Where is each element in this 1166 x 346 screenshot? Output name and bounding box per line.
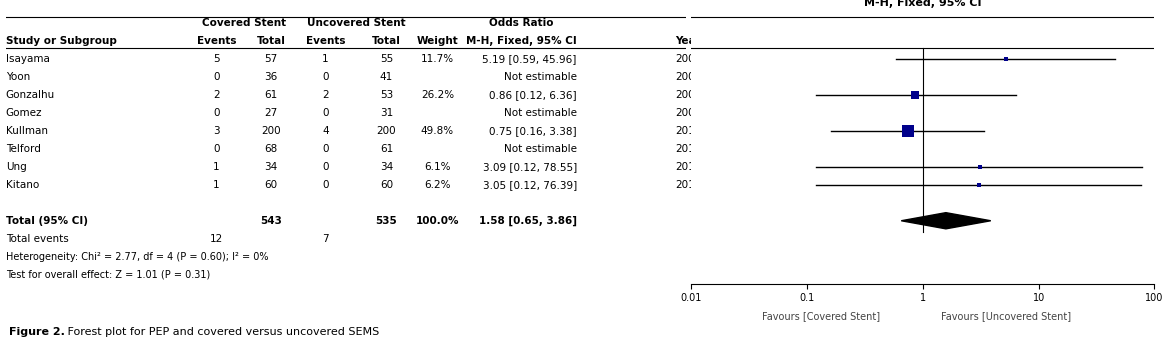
Text: Weight: Weight — [416, 36, 458, 46]
Text: Gonzalhu: Gonzalhu — [6, 90, 55, 100]
Text: 0: 0 — [213, 144, 220, 154]
Text: 0: 0 — [322, 144, 329, 154]
Text: 0.86 [0.12, 6.36]: 0.86 [0.12, 6.36] — [490, 90, 577, 100]
Text: M-H, Fixed, 95% CI: M-H, Fixed, 95% CI — [864, 0, 982, 8]
Text: Odds Ratio: Odds Ratio — [489, 18, 553, 28]
Text: 68: 68 — [265, 144, 278, 154]
Text: 0: 0 — [322, 72, 329, 82]
Text: 0: 0 — [322, 180, 329, 190]
Text: 2006: 2006 — [675, 72, 702, 82]
Text: 5: 5 — [213, 54, 220, 64]
Text: 200: 200 — [261, 126, 281, 136]
Text: 26.2%: 26.2% — [421, 90, 454, 100]
Text: Covered Stent: Covered Stent — [202, 18, 286, 28]
Text: 61: 61 — [380, 144, 393, 154]
Text: 200: 200 — [377, 126, 396, 136]
Text: 2009: 2009 — [675, 108, 702, 118]
Text: 3.09 [0.12, 78.55]: 3.09 [0.12, 78.55] — [483, 162, 577, 172]
Text: 57: 57 — [265, 54, 278, 64]
Text: 7: 7 — [322, 234, 329, 244]
Text: 49.8%: 49.8% — [421, 126, 454, 136]
Text: Kitano: Kitano — [6, 180, 40, 190]
Text: 2013: 2013 — [675, 180, 702, 190]
Text: 3.05 [0.12, 76.39]: 3.05 [0.12, 76.39] — [483, 180, 577, 190]
Text: Figure 2.: Figure 2. — [9, 327, 65, 337]
Text: Uncovered Stent: Uncovered Stent — [307, 18, 406, 28]
Text: 53: 53 — [380, 90, 393, 100]
Text: Year: Year — [675, 36, 701, 46]
Text: 1: 1 — [322, 54, 329, 64]
Text: Total: Total — [372, 36, 401, 46]
Text: 0: 0 — [213, 108, 220, 118]
Text: M-H, Fixed, 95% CI: M-H, Fixed, 95% CI — [466, 36, 577, 46]
Text: 34: 34 — [265, 162, 278, 172]
Text: Gomez: Gomez — [6, 108, 42, 118]
Text: 41: 41 — [380, 72, 393, 82]
Text: 2013: 2013 — [675, 162, 702, 172]
Text: 1: 1 — [213, 162, 220, 172]
Text: Events: Events — [305, 36, 345, 46]
Text: 2008: 2008 — [675, 90, 702, 100]
Text: 2010: 2010 — [675, 126, 702, 136]
Text: 2004: 2004 — [675, 54, 702, 64]
Text: 3: 3 — [213, 126, 220, 136]
Text: 6.2%: 6.2% — [424, 180, 451, 190]
Text: 34: 34 — [380, 162, 393, 172]
Text: 61: 61 — [265, 90, 278, 100]
Text: Total events: Total events — [6, 234, 69, 244]
Text: 0.75 [0.16, 3.38]: 0.75 [0.16, 3.38] — [490, 126, 577, 136]
Text: 55: 55 — [380, 54, 393, 64]
Text: Total (95% CI): Total (95% CI) — [6, 216, 87, 226]
Text: 535: 535 — [375, 216, 398, 226]
Text: 543: 543 — [260, 216, 282, 226]
Text: Yoon: Yoon — [6, 72, 30, 82]
Text: Kullman: Kullman — [6, 126, 48, 136]
Text: Test for overall effect: Z = 1.01 (P = 0.31): Test for overall effect: Z = 1.01 (P = 0… — [6, 270, 210, 280]
Text: 36: 36 — [265, 72, 278, 82]
Text: 60: 60 — [265, 180, 278, 190]
Text: 4: 4 — [322, 126, 329, 136]
Text: 2: 2 — [322, 90, 329, 100]
Text: Isayama: Isayama — [6, 54, 50, 64]
Text: Telford: Telford — [6, 144, 41, 154]
Text: 100.0%: 100.0% — [416, 216, 459, 226]
Text: 2: 2 — [213, 90, 220, 100]
Text: Study or Subgroup: Study or Subgroup — [6, 36, 117, 46]
Text: 6.1%: 6.1% — [424, 162, 451, 172]
Text: 12: 12 — [210, 234, 223, 244]
Text: Favours [Covered Stent]: Favours [Covered Stent] — [763, 311, 880, 321]
Text: 0: 0 — [213, 72, 220, 82]
Text: Forest plot for PEP and covered versus uncovered SEMS: Forest plot for PEP and covered versus u… — [64, 327, 379, 337]
Text: Total: Total — [257, 36, 286, 46]
Text: 60: 60 — [380, 180, 393, 190]
Text: Events: Events — [197, 36, 237, 46]
Text: Not estimable: Not estimable — [504, 72, 577, 82]
Text: 1: 1 — [213, 180, 220, 190]
Text: Not estimable: Not estimable — [504, 108, 577, 118]
Text: Ung: Ung — [6, 162, 27, 172]
Polygon shape — [901, 213, 991, 229]
Text: 0: 0 — [322, 162, 329, 172]
Text: 11.7%: 11.7% — [421, 54, 454, 64]
Text: 31: 31 — [380, 108, 393, 118]
Text: 27: 27 — [265, 108, 278, 118]
Text: 2010: 2010 — [675, 144, 702, 154]
Text: 0: 0 — [322, 108, 329, 118]
Text: Not estimable: Not estimable — [504, 144, 577, 154]
Text: 5.19 [0.59, 45.96]: 5.19 [0.59, 45.96] — [483, 54, 577, 64]
Text: Favours [Uncovered Stent]: Favours [Uncovered Stent] — [941, 311, 1072, 321]
Text: 1.58 [0.65, 3.86]: 1.58 [0.65, 3.86] — [479, 216, 577, 226]
Text: Heterogeneity: Chi² = 2.77, df = 4 (P = 0.60); I² = 0%: Heterogeneity: Chi² = 2.77, df = 4 (P = … — [6, 252, 268, 262]
